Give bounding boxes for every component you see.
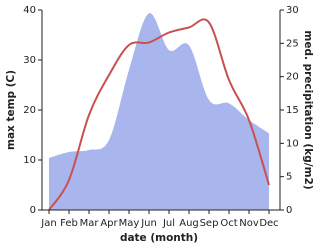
x-tick-label: Aug xyxy=(179,218,199,229)
y2-tick-label: 25 xyxy=(286,38,299,49)
x-tick-label: Sep xyxy=(200,218,219,229)
y-tick-label: 20 xyxy=(23,105,36,116)
y-tick-label: 40 xyxy=(23,5,36,16)
y2-tick-label: 15 xyxy=(286,105,299,116)
x-tick-label: Nov xyxy=(239,218,259,229)
x-tick-label: Jan xyxy=(40,218,56,229)
x-tick-label: Feb xyxy=(60,218,78,229)
x-tick-label: Oct xyxy=(220,218,237,229)
x-tick-label: Jul xyxy=(162,218,175,229)
y-tick-label: 0 xyxy=(30,205,36,216)
y2-tick-label: 5 xyxy=(286,172,292,183)
chart: date (month) max temp (C) med. precipita… xyxy=(5,5,314,244)
y2-tick-label: 10 xyxy=(286,138,299,149)
x-tick-label: Dec xyxy=(259,218,278,229)
y2-tick-label: 30 xyxy=(286,5,299,16)
y2-tick-label: 0 xyxy=(286,205,292,216)
y-axis-label: max temp (C) xyxy=(5,70,17,150)
y2-axis-label: med. precipitation (kg/m2) xyxy=(302,30,314,189)
y-tick-label: 30 xyxy=(23,55,36,66)
x-tick-label: Jun xyxy=(140,218,157,229)
x-tick-label: May xyxy=(119,218,140,229)
x-tick-label: Apr xyxy=(100,218,118,229)
x-axis-label: date (month) xyxy=(120,232,198,244)
y2-tick-label: 20 xyxy=(286,72,299,83)
precipitation-area xyxy=(49,13,269,210)
x-tick-label: Mar xyxy=(80,218,100,229)
y-tick-label: 10 xyxy=(23,155,36,166)
temp-line xyxy=(48,18,270,211)
